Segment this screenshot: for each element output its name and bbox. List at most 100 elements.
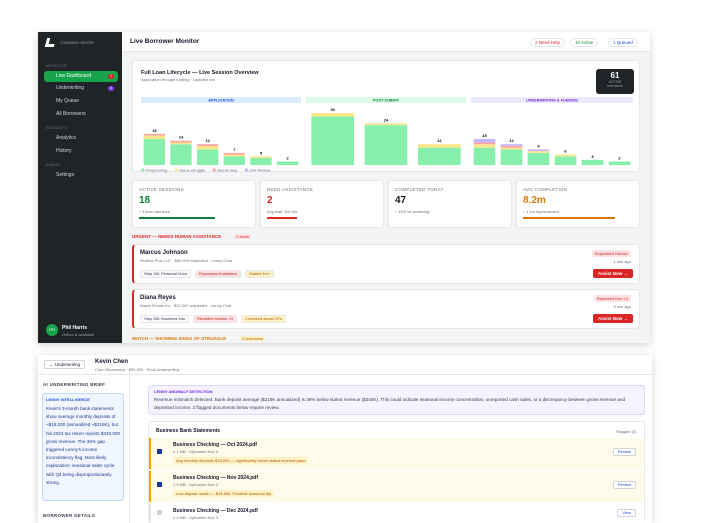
anomaly-title: LENNY ANOMALY DETECTION bbox=[154, 389, 213, 394]
doc-file: Business Checking — Nov 2024.pdf bbox=[173, 475, 259, 481]
legend-label: Progressing bbox=[146, 168, 167, 173]
doc-file: Business Checking — Oct 2024.pdf bbox=[173, 442, 257, 448]
nav-item[interactable]: Settings bbox=[56, 172, 75, 178]
stat-card: ACTIVE SESSIONS 18 ↑ 3 from last hour bbox=[132, 180, 256, 228]
bar-segment bbox=[473, 139, 496, 143]
stat-progress bbox=[523, 217, 615, 219]
bar-total: 2 bbox=[618, 156, 621, 161]
bar-total: 6 bbox=[564, 149, 567, 154]
bar-total: 18 bbox=[152, 128, 157, 133]
bar-total: 30 bbox=[330, 107, 335, 112]
anomaly-box bbox=[148, 385, 645, 415]
nav-item[interactable]: History bbox=[56, 148, 72, 154]
stat-card: AVG COMPLETION 8.2m ↓ 1.1m improvement bbox=[516, 180, 640, 228]
stat-note: ↓ 1.1m improvement bbox=[523, 209, 560, 214]
doc-meta: 1.9 MB · Uploaded Nov 3 bbox=[173, 482, 218, 487]
nav-item[interactable]: My Queue bbox=[56, 98, 80, 104]
bar-total: 12 bbox=[509, 138, 514, 143]
bar-segment bbox=[311, 113, 354, 117]
alert-detail: Redline Plus LLC · $85,000 requested · L… bbox=[140, 258, 232, 263]
doc-file: Business Checking — Dec 2024.pdf bbox=[173, 508, 258, 514]
alert-tag: Step 3/6: Financial Docs bbox=[140, 270, 192, 278]
bar-segment bbox=[500, 144, 523, 146]
stage-label: APPLICATION bbox=[208, 99, 234, 103]
bar-segment bbox=[554, 154, 577, 157]
intel-title: LENNY INTELLIGENCE bbox=[46, 397, 90, 402]
alert-card: Marcus Johnson Redline Plus LLC · $85,000… bbox=[132, 244, 640, 284]
active-box: 61 ACTIVE borrowers bbox=[596, 69, 634, 94]
assist-button[interactable]: Assist Now → bbox=[593, 314, 633, 323]
nav-label: Live Dashboard bbox=[56, 73, 92, 79]
bar-segment bbox=[418, 147, 461, 165]
doc-icon bbox=[157, 510, 162, 515]
bar-segment bbox=[223, 154, 245, 157]
bar-segment bbox=[223, 152, 245, 155]
status-pill[interactable]: 10 Active bbox=[570, 38, 599, 47]
stat-value: 18 bbox=[139, 195, 151, 206]
alert-tag: Revisited section ×3 bbox=[193, 315, 237, 323]
bar-segment bbox=[364, 125, 408, 165]
nav-item[interactable]: Analytics bbox=[56, 135, 77, 141]
bar-total: 12 bbox=[205, 138, 210, 143]
assist-button[interactable]: Assist Now → bbox=[593, 269, 633, 278]
bar-segment bbox=[250, 158, 272, 165]
logo bbox=[44, 38, 57, 47]
bar-segment bbox=[364, 123, 408, 126]
detail-frame: ← Underwriting Kevin Chen Chen Electroni… bbox=[38, 355, 652, 523]
bar-segment bbox=[197, 145, 219, 150]
user-status: Online & available bbox=[62, 332, 95, 337]
bar-segment bbox=[170, 142, 192, 145]
active-count: 61 bbox=[610, 71, 620, 80]
anomaly-text: Revenue mismatch detected. Bank deposit … bbox=[154, 397, 626, 410]
bar-segment bbox=[473, 142, 496, 145]
bar-segment bbox=[527, 152, 550, 165]
stat-card: COMPLETED TODAY 47 ↑ 12% vs yesterday bbox=[388, 180, 512, 228]
stat-progress bbox=[267, 217, 297, 219]
doc-action[interactable]: Review bbox=[612, 448, 636, 456]
stat-label: NEED ASSISTANCE bbox=[267, 187, 314, 192]
alert-time: 1 min ago bbox=[613, 259, 631, 264]
bar-segment bbox=[170, 140, 192, 143]
status-pill[interactable]: 2 Need Help bbox=[530, 38, 566, 47]
bar-total: 2 bbox=[287, 156, 290, 161]
borrower-details-title: BORROWER DETAILS bbox=[43, 513, 96, 518]
nav-item[interactable]: All Borrowers bbox=[56, 111, 86, 117]
alert-name: Marcus Johnson bbox=[140, 250, 188, 256]
sidebar: COMMAND CENTER MONITOR Live Dashboard 2 U… bbox=[38, 32, 122, 343]
watch-count: 2 borrowers bbox=[240, 336, 266, 341]
alert-status: Requested Human bbox=[591, 250, 631, 257]
doc-action[interactable]: View bbox=[617, 509, 636, 517]
nav-item[interactable]: Underwriting 4 bbox=[44, 83, 118, 94]
back-button[interactable]: ← Underwriting bbox=[44, 360, 86, 369]
bar-segment bbox=[311, 116, 354, 165]
doc-action[interactable]: Review bbox=[612, 481, 636, 489]
doc-row: Business Checking — Dec 2024.pdf 2.4 MB ·… bbox=[149, 504, 644, 523]
bar-segment bbox=[473, 144, 496, 148]
stat-note: Avg wait: 2m 18s bbox=[267, 209, 298, 214]
bar-total: 7 bbox=[233, 147, 236, 152]
dashboard-frame: COMMAND CENTER MONITOR Live Dashboard 2 U… bbox=[38, 32, 650, 343]
overview-subtitle: Application through funding · Updated li… bbox=[141, 77, 216, 82]
bar-segment bbox=[418, 144, 461, 148]
nav-item[interactable]: Live Dashboard 2 bbox=[44, 71, 118, 82]
legend-dot bbox=[244, 168, 248, 172]
stat-label: COMPLETED TODAY bbox=[395, 187, 444, 192]
bar-segment bbox=[197, 149, 219, 165]
status-pill[interactable]: 1 Queued bbox=[608, 38, 638, 47]
stage-label: POST-SUBMIT bbox=[373, 99, 400, 103]
nav-section: INSIGHTS bbox=[46, 125, 68, 130]
bar-total: 3 bbox=[591, 154, 594, 159]
legend-label: Needs help bbox=[217, 168, 238, 173]
intel-text: Kevin's 3-month bank statements show ave… bbox=[46, 406, 121, 485]
intel-box bbox=[42, 393, 124, 501]
bar-segment bbox=[527, 149, 550, 152]
bar-segment bbox=[554, 156, 577, 165]
doc-flag: Low deposit month — $14,800. Possible se… bbox=[173, 490, 275, 497]
bar-segment bbox=[500, 149, 523, 165]
bar-segment bbox=[143, 139, 165, 165]
docs-flag: Flagged (2) bbox=[616, 429, 637, 434]
bar-segment bbox=[500, 147, 523, 150]
alert-time: 3 min ago bbox=[613, 304, 631, 309]
bar-total: 15 bbox=[482, 133, 487, 138]
stat-value: 8.2m bbox=[523, 195, 546, 206]
